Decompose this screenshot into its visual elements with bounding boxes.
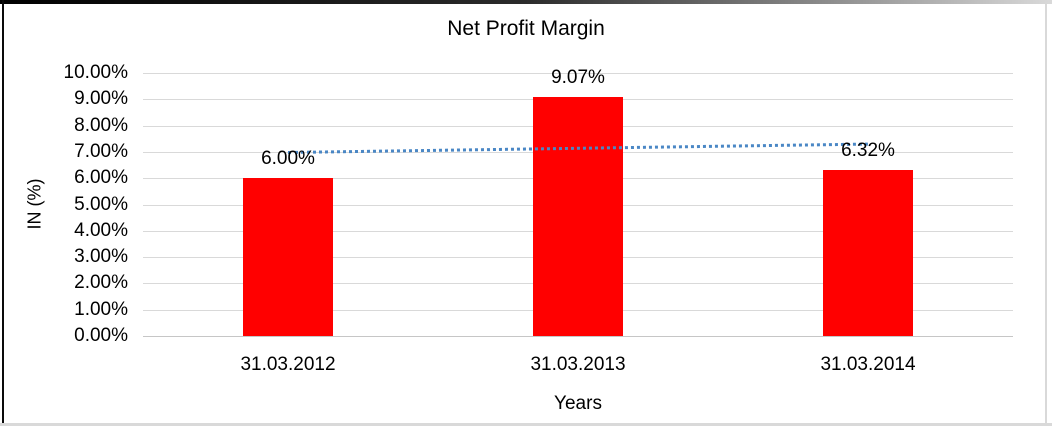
gridline xyxy=(143,73,1013,74)
x-tick-label: 31.03.2014 xyxy=(820,354,916,375)
y-tick-label: 7.00% xyxy=(74,141,128,162)
bar-value-label: 6.32% xyxy=(841,140,895,161)
y-tick-label: 10.00% xyxy=(63,62,128,83)
chart-title: Net Profit Margin xyxy=(447,17,605,40)
frame-border-left xyxy=(2,0,4,425)
y-tick-label: 5.00% xyxy=(74,194,128,215)
y-tick-label: 9.00% xyxy=(74,88,128,109)
x-tick-label: 31.03.2013 xyxy=(530,354,626,375)
bar[interactable] xyxy=(533,97,623,336)
y-tick-label: 3.00% xyxy=(74,246,128,267)
bar-value-label: 6.00% xyxy=(261,148,315,169)
frame-border-top xyxy=(0,0,1052,4)
frame-border-bottom xyxy=(0,423,1052,426)
y-tick-label: 4.00% xyxy=(74,220,128,241)
x-axis-title: Years xyxy=(554,393,602,414)
bar[interactable] xyxy=(243,178,333,336)
gridline xyxy=(143,336,1013,337)
y-tick-label: 2.00% xyxy=(74,272,128,293)
y-tick-label: 6.00% xyxy=(74,167,128,188)
bar[interactable] xyxy=(823,170,913,336)
y-tick-label: 1.00% xyxy=(74,299,128,320)
bar-value-label: 9.07% xyxy=(551,67,605,88)
y-tick-label: 0.00% xyxy=(74,325,128,346)
frame-border-right xyxy=(1045,4,1047,424)
y-tick-label: 8.00% xyxy=(74,115,128,136)
x-tick-label: 31.03.2012 xyxy=(240,354,336,375)
